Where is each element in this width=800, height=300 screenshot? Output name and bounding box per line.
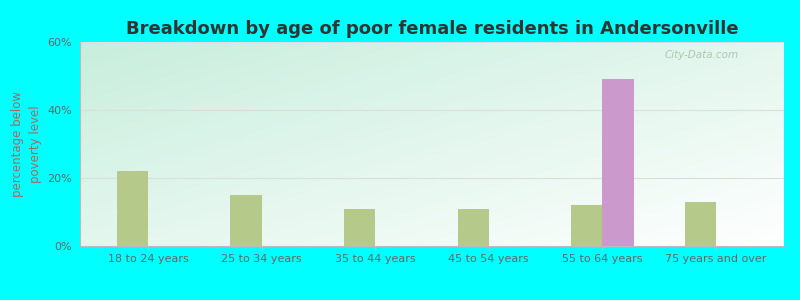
Bar <box>602 80 634 246</box>
Bar <box>571 205 602 246</box>
Y-axis label: percentage below
poverty level: percentage below poverty level <box>11 91 42 197</box>
Bar <box>230 195 262 246</box>
Bar <box>344 208 375 246</box>
Text: City-Data.com: City-Data.com <box>664 50 738 60</box>
Bar <box>458 208 489 246</box>
Bar <box>685 202 716 246</box>
Bar <box>117 171 148 246</box>
Title: Breakdown by age of poor female residents in Andersonville: Breakdown by age of poor female resident… <box>126 20 738 38</box>
